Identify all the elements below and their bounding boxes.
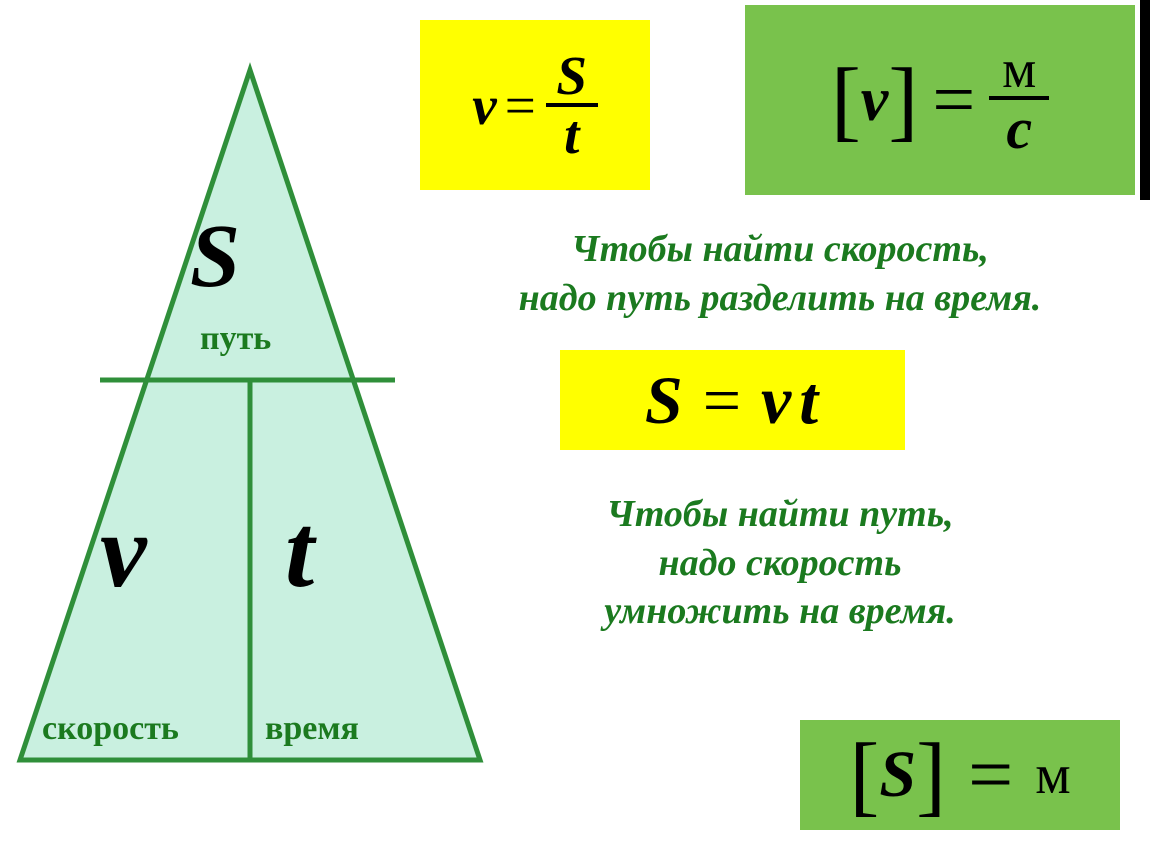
speed-numerator: S [556,48,587,103]
formula-triangle: S путь v скорость t время [10,60,490,820]
speed-units-num: м [1002,42,1036,96]
speed-eq: = [505,74,536,137]
rule-distance-line2: надо скорость [500,539,1060,588]
right-edge-strip [1140,0,1150,200]
bracket-open: [ [849,724,879,827]
rule-distance-line1: Чтобы найти путь, [500,490,1060,539]
triangle-left-label: скорость [42,710,179,748]
rule-distance-line3: умножить на время. [500,587,1060,636]
speed-units-var: v [861,65,889,136]
dist-eq: = [703,361,743,440]
speed-denominator: t [564,107,579,162]
rule-speed-text: Чтобы найти скорость, надо путь разделит… [430,225,1130,322]
formula-distance-product: S = v t [560,350,905,450]
dist-rhs-t: t [799,361,820,440]
dist-lhs: S [645,361,685,440]
rule-speed-line1: Чтобы найти скорость, [430,225,1130,274]
speed-units-eq: = [932,57,975,144]
triangle-top-label: путь [200,320,271,358]
triangle-left-symbol: v [100,490,147,611]
formula-speed-units: [ v ] = м c [745,5,1135,195]
rule-speed-line2: надо путь разделить на время. [430,274,1130,323]
bracket-close: ] [888,49,918,152]
formula-distance-units: [ S ] = м [800,720,1120,830]
triangle-top-symbol: S [190,205,240,308]
triangle-svg [10,60,490,820]
dist-units-unit: м [1035,743,1070,807]
formula-speed-fraction: v = S t [420,20,650,190]
speed-units-den: c [1006,100,1032,158]
dist-units-eq: = [968,730,1013,821]
triangle-right-label: время [265,710,359,748]
speed-lhs: v [472,74,496,137]
triangle-right-symbol: t [285,490,314,611]
dist-rhs-v: v [761,361,793,440]
bracket-open: [ [831,49,861,152]
bracket-close: ] [916,724,946,827]
rule-distance-text: Чтобы найти путь, надо скорость умножить… [500,490,1060,636]
dist-units-var: S [879,737,916,813]
